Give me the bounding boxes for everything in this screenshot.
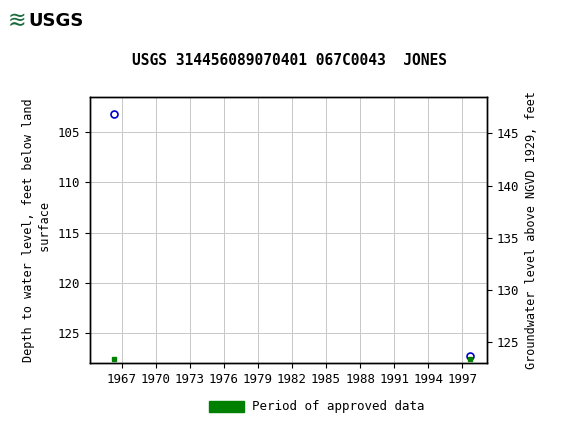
Bar — [4, 3, 104, 38]
Y-axis label: Groundwater level above NGVD 1929, feet: Groundwater level above NGVD 1929, feet — [525, 91, 538, 369]
Text: Period of approved data: Period of approved data — [252, 400, 425, 413]
Text: USGS: USGS — [28, 12, 84, 30]
Text: ≋: ≋ — [8, 11, 27, 31]
Y-axis label: Depth to water level, feet below land
 surface: Depth to water level, feet below land su… — [22, 98, 52, 362]
Bar — [209, 401, 244, 412]
Text: USGS 314456089070401 067C0043  JONES: USGS 314456089070401 067C0043 JONES — [132, 53, 448, 68]
